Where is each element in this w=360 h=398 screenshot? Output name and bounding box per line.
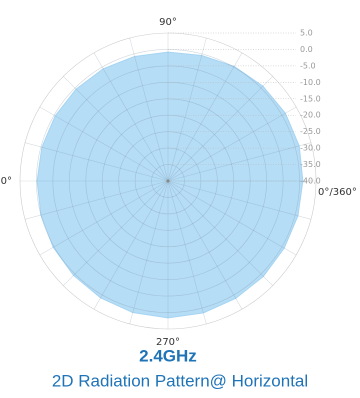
- grid-spoke: [93, 52, 169, 182]
- x-tick-label: 0°/360°: [318, 187, 357, 198]
- grid-spoke: [39, 106, 169, 182]
- grid-spoke: [167, 180, 273, 286]
- grid-spoke: [167, 180, 312, 220]
- grid-spoke: [63, 76, 169, 182]
- y-tick-label: 5.0: [300, 29, 313, 38]
- x-tick-label: 180°: [0, 176, 12, 187]
- y-tick-label: -5.0: [300, 61, 316, 70]
- grid-spoke: [167, 180, 243, 310]
- y-tick-label: -20.0: [300, 111, 321, 120]
- y-tick-label: -10.0: [300, 78, 321, 87]
- x-tick-label: 270°: [156, 337, 180, 348]
- grid-spoke: [39, 180, 169, 256]
- grid-spoke: [93, 180, 169, 310]
- grid-spoke: [24, 180, 169, 220]
- y-tick-label: -35.0: [300, 160, 321, 169]
- center-dot: [166, 179, 170, 183]
- grid-spoke: [129, 37, 169, 182]
- grid-spoke: [167, 52, 243, 182]
- grid-spoke: [63, 180, 169, 286]
- grid-spoke: [24, 142, 169, 182]
- grid-spoke: [167, 142, 312, 182]
- chart-title: 2.4GHz: [139, 346, 197, 365]
- grid-spoke: [167, 180, 207, 325]
- x-tick-label: 90°: [159, 17, 177, 28]
- grid-spoke: [167, 37, 207, 182]
- chart-subtitle: 2D Radiation Pattern@ Horizontal: [52, 371, 308, 390]
- grid-spoke: [129, 180, 169, 325]
- y-tick-label: 0.0: [300, 45, 313, 54]
- grid-spoke: [167, 106, 297, 182]
- y-tick-label: -25.0: [300, 127, 321, 136]
- grid-spoke: [167, 76, 273, 182]
- y-tick-label: -15.0: [300, 94, 321, 103]
- y-tick-label: -30.0: [300, 144, 321, 153]
- pattern-area: [36, 51, 304, 319]
- y-tick-label: -40.0: [300, 177, 321, 186]
- grid-spoke: [167, 180, 297, 256]
